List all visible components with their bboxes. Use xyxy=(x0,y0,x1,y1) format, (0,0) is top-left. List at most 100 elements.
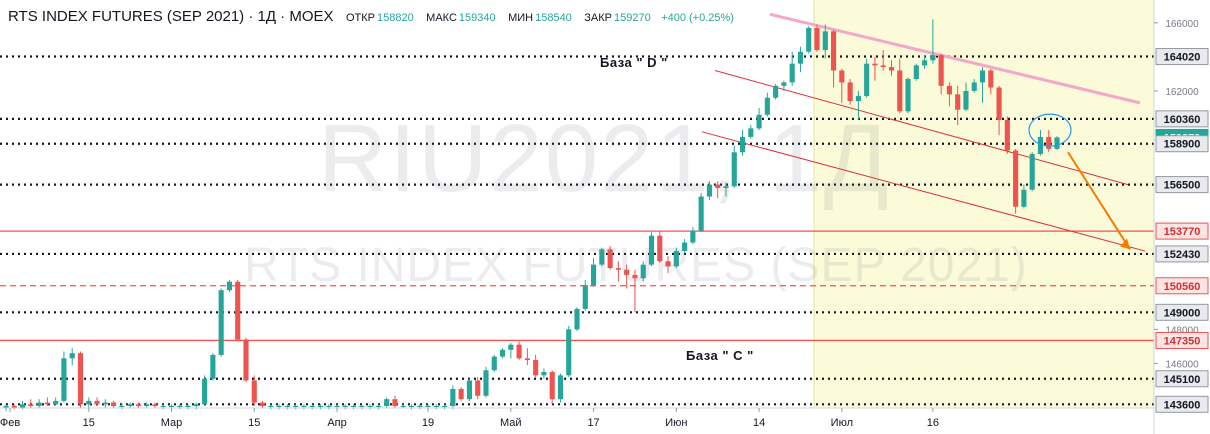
candle-body xyxy=(897,70,903,112)
candle-body xyxy=(226,281,233,291)
candle-body xyxy=(806,27,812,52)
open-label: ОТКР xyxy=(345,12,375,24)
price-badge-label: 147350 xyxy=(1164,335,1201,347)
candle xyxy=(77,351,84,408)
candle xyxy=(317,404,324,410)
candle xyxy=(384,397,390,408)
candle xyxy=(648,232,655,267)
candle-body xyxy=(963,90,969,110)
candle xyxy=(549,370,555,405)
candle xyxy=(582,279,588,311)
candle-body xyxy=(384,399,390,406)
candle-body xyxy=(127,404,133,406)
candle-body xyxy=(632,274,638,279)
candle-body xyxy=(673,251,679,267)
candle-body xyxy=(566,329,572,376)
candle-body xyxy=(773,85,779,98)
candle-body xyxy=(193,404,199,406)
candle-body xyxy=(640,264,646,279)
x-tick-label: 15 xyxy=(248,417,260,429)
candle xyxy=(698,193,704,233)
x-tick-label: Июн xyxy=(665,417,687,429)
price-badge xyxy=(1155,110,1209,128)
candle-body xyxy=(979,70,986,83)
candle-body xyxy=(235,281,241,340)
candle-body xyxy=(259,402,266,406)
candle-body xyxy=(69,353,75,359)
candle xyxy=(375,404,381,410)
candle-body xyxy=(591,264,597,286)
candle xyxy=(541,368,547,379)
price-badge-label: 152430 xyxy=(1164,249,1201,261)
candle xyxy=(1013,148,1019,214)
candle-body xyxy=(425,406,431,407)
x-tick-label: Мар xyxy=(161,417,183,429)
candle-body xyxy=(94,400,100,405)
candle xyxy=(624,264,630,289)
candle-body xyxy=(433,406,439,407)
candle xyxy=(557,373,564,403)
candle xyxy=(28,399,34,408)
candle-body xyxy=(317,406,324,407)
candle-body xyxy=(61,358,67,401)
candle-body xyxy=(723,186,729,189)
candle xyxy=(243,337,249,383)
candle xyxy=(773,84,779,100)
channel-lower-line xyxy=(701,131,1146,252)
annotation-base-d[interactable]: База " D " xyxy=(600,55,668,70)
candle xyxy=(938,53,944,95)
y-tick-label: 148000 xyxy=(1165,325,1199,336)
candle-body xyxy=(715,184,721,189)
candle-body xyxy=(922,60,928,66)
candle xyxy=(202,375,208,406)
y-tick-label: 162000 xyxy=(1165,87,1199,98)
x-tick-label: Май xyxy=(500,417,522,429)
candle-body xyxy=(367,406,373,407)
x-tick-label: 16 xyxy=(927,417,939,429)
candle-body xyxy=(996,87,1002,120)
symbol-header: RTS INDEX FUTURES (SEP 2021) · 1Д · MOEX… xyxy=(8,8,734,26)
price-badge xyxy=(1155,277,1209,295)
close-label: ЗАКР xyxy=(584,12,612,24)
candle-body xyxy=(971,82,977,91)
candle xyxy=(880,50,886,71)
candle xyxy=(764,92,770,117)
change-value: +400 (+0.25%) xyxy=(661,12,734,24)
candle-body xyxy=(458,388,464,400)
candle xyxy=(855,90,861,120)
candle-body xyxy=(582,285,588,309)
candle xyxy=(971,79,977,93)
candle-body xyxy=(698,196,704,231)
candle-body xyxy=(475,380,481,396)
candle-body xyxy=(111,402,117,406)
price-badge-label: 150560 xyxy=(1164,281,1201,293)
candle-body xyxy=(748,128,754,137)
candle-body xyxy=(135,404,141,406)
annotation-base-c[interactable]: База " C " xyxy=(686,348,754,363)
candle xyxy=(450,385,456,410)
candle-body xyxy=(690,230,696,243)
candle xyxy=(11,404,17,410)
candle-body xyxy=(1046,136,1052,149)
candle-body xyxy=(657,235,663,262)
candle xyxy=(491,354,497,372)
candle-body xyxy=(557,375,564,400)
candle xyxy=(53,397,59,406)
candle-body xyxy=(268,406,274,407)
candle-body xyxy=(293,406,299,407)
candle-body xyxy=(1021,189,1027,207)
candle-body xyxy=(930,55,936,61)
candle xyxy=(458,387,464,401)
price-badge xyxy=(1155,135,1209,153)
candle-body xyxy=(731,152,737,187)
candle-body xyxy=(276,406,282,407)
candle xyxy=(963,82,969,112)
candle xyxy=(706,181,712,200)
price-badge-label: 143600 xyxy=(1164,399,1201,411)
candle xyxy=(499,348,506,359)
candle-body xyxy=(607,249,613,269)
candle xyxy=(533,354,539,378)
candle xyxy=(1029,152,1035,192)
price-badge xyxy=(1155,245,1209,263)
